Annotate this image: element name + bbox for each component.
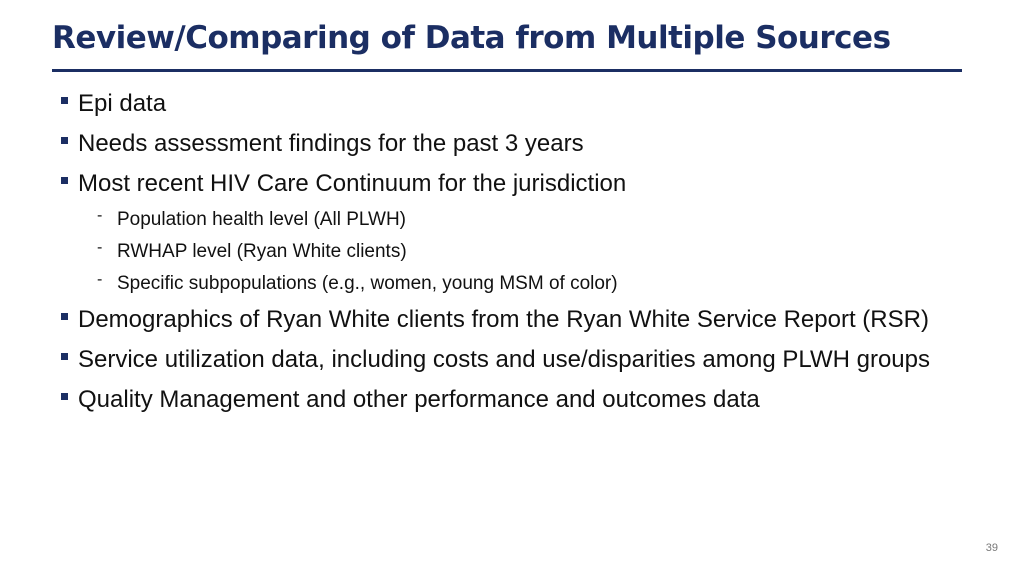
bullet: Needs assessment findings for the past 3… (60, 128, 990, 159)
page-number: 39 (985, 542, 998, 554)
title-rule (52, 69, 962, 72)
bullet: Epi data (60, 88, 990, 119)
bullet: Demographics of Ryan White clients from … (60, 304, 990, 335)
title: Review/Comparing of Data from Multiple S… (52, 20, 891, 56)
bullet-list: Epi data Needs assessment findings for th… (60, 88, 990, 424)
bullet: Most recent HIV Care Continuum for the j… (60, 168, 990, 199)
sub-bullet: RWHAP level (Ryan White clients) (60, 236, 990, 264)
sub-bullet: Population health level (All PLWH) (60, 204, 990, 232)
bullet: Service utilization data, including cost… (60, 344, 990, 375)
sub-bullet: Specific subpopulations (e.g., women, yo… (60, 268, 990, 296)
bullet: Quality Management and other performance… (60, 384, 990, 415)
